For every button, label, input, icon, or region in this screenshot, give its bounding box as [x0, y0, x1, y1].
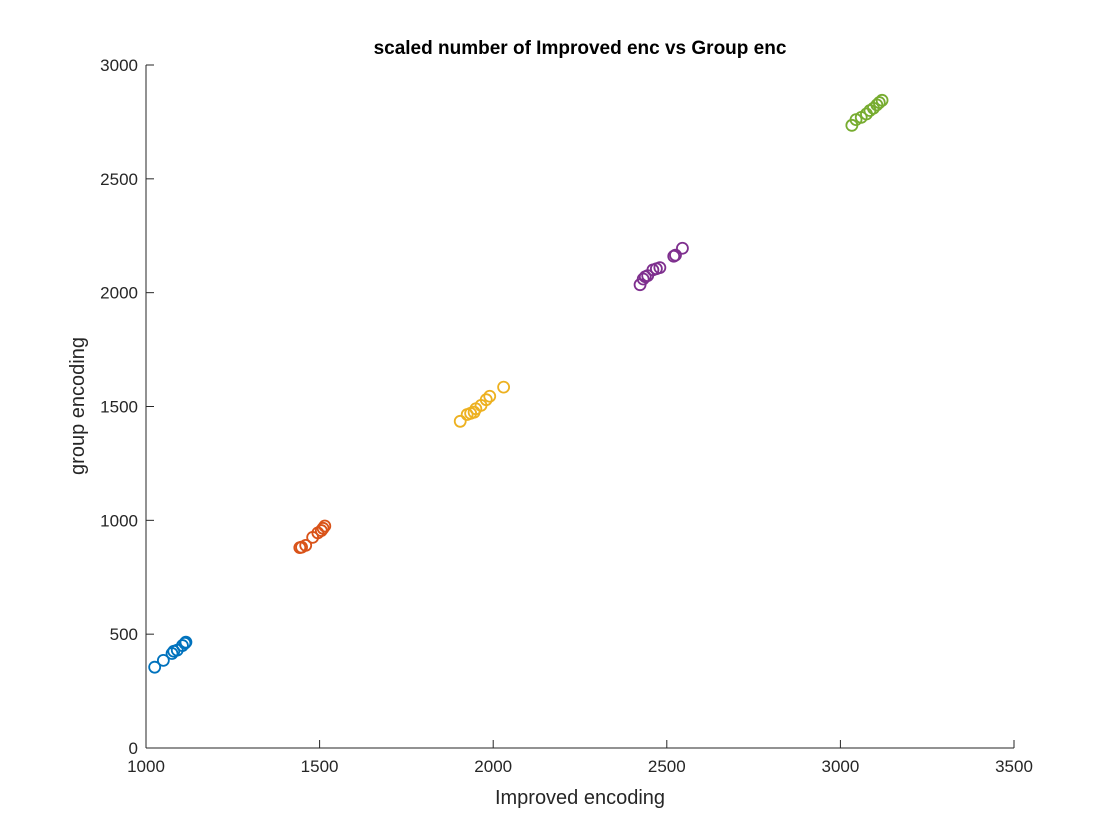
x-tick-label: 3000 — [821, 757, 859, 776]
x-tick-label: 1500 — [301, 757, 339, 776]
data-point-series-3 — [479, 393, 493, 407]
y-tick-label: 1500 — [100, 398, 138, 417]
x-tick-label: 3500 — [995, 757, 1033, 776]
data-point-series-2 — [316, 521, 330, 535]
data-point-series-3 — [497, 380, 511, 394]
plot-area: 1000 1500 2000 2500 3000 3500 0 500 1000 1500 2000… — [100, 56, 1033, 776]
data-point-series-1 — [178, 636, 192, 650]
data-point-series-1 — [176, 639, 189, 652]
y-tick-label: 2500 — [100, 170, 138, 189]
y-tick-label: 1000 — [100, 511, 138, 530]
data-point-series-2 — [318, 519, 332, 533]
x-tick-label: 1000 — [127, 757, 165, 776]
y-tick-label: 2000 — [100, 284, 138, 303]
x-tick-label: 2000 — [474, 757, 512, 776]
x-axis-label: Improved encoding — [495, 787, 665, 809]
y-tick-label: 0 — [129, 739, 138, 758]
x-tick-label: 2500 — [648, 757, 686, 776]
data-point-series-1 — [148, 660, 162, 674]
data-point-series-5 — [875, 93, 889, 107]
data-point-series-4 — [669, 248, 682, 262]
chart-title: scaled number of Improved enc vs Group e… — [374, 38, 787, 59]
data-point-series-5 — [872, 96, 886, 109]
y-tick-label: 500 — [110, 625, 138, 644]
data-point-series-3 — [453, 414, 467, 428]
data-point-series-2 — [299, 538, 313, 552]
y-tick-label: 3000 — [100, 56, 138, 75]
data-point-series-1 — [156, 653, 170, 667]
y-axis-label: group encoding — [67, 337, 89, 475]
data-point-series-1 — [179, 635, 193, 649]
data-point-series-4 — [676, 241, 689, 255]
data-point-series-4 — [653, 261, 667, 275]
data-point-series-3 — [483, 389, 497, 403]
